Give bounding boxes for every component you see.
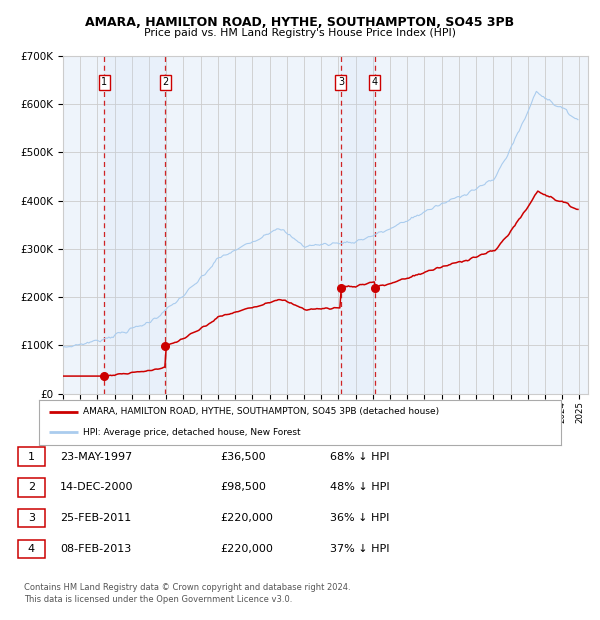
Text: 3: 3 (28, 513, 35, 523)
Text: AMARA, HAMILTON ROAD, HYTHE, SOUTHAMPTON, SO45 3PB (detached house): AMARA, HAMILTON ROAD, HYTHE, SOUTHAMPTON… (83, 407, 439, 417)
Text: 1: 1 (28, 451, 35, 462)
Bar (341, 56, 375, 394)
Bar (104, 56, 166, 394)
Bar (18, 539, 45, 558)
Text: 36% ↓ HPI: 36% ↓ HPI (330, 513, 389, 523)
Text: 25-FEB-2011: 25-FEB-2011 (60, 513, 131, 523)
Text: 4: 4 (28, 544, 35, 554)
Text: AMARA, HAMILTON ROAD, HYTHE, SOUTHAMPTON, SO45 3PB: AMARA, HAMILTON ROAD, HYTHE, SOUTHAMPTON… (85, 17, 515, 29)
Text: 08-FEB-2013: 08-FEB-2013 (60, 544, 131, 554)
Bar (18, 448, 45, 466)
Text: 68% ↓ HPI: 68% ↓ HPI (330, 451, 389, 462)
Text: £98,500: £98,500 (220, 482, 266, 492)
Text: 3: 3 (338, 78, 344, 87)
Text: £220,000: £220,000 (220, 513, 273, 523)
Text: Contains HM Land Registry data © Crown copyright and database right 2024.: Contains HM Land Registry data © Crown c… (24, 583, 350, 592)
Text: 2: 2 (28, 482, 35, 492)
Text: This data is licensed under the Open Government Licence v3.0.: This data is licensed under the Open Gov… (24, 595, 292, 604)
Text: £220,000: £220,000 (220, 544, 273, 554)
Text: HPI: Average price, detached house, New Forest: HPI: Average price, detached house, New … (83, 428, 301, 437)
Text: £36,500: £36,500 (220, 451, 266, 462)
Text: 14-DEC-2000: 14-DEC-2000 (60, 482, 133, 492)
Bar (18, 509, 45, 528)
Text: 2: 2 (162, 78, 169, 87)
Text: 48% ↓ HPI: 48% ↓ HPI (330, 482, 389, 492)
Text: 1: 1 (101, 78, 107, 87)
Text: Price paid vs. HM Land Registry's House Price Index (HPI): Price paid vs. HM Land Registry's House … (144, 29, 456, 38)
Text: 4: 4 (371, 78, 378, 87)
Text: 37% ↓ HPI: 37% ↓ HPI (330, 544, 389, 554)
Text: 23-MAY-1997: 23-MAY-1997 (60, 451, 132, 462)
Bar (18, 478, 45, 497)
